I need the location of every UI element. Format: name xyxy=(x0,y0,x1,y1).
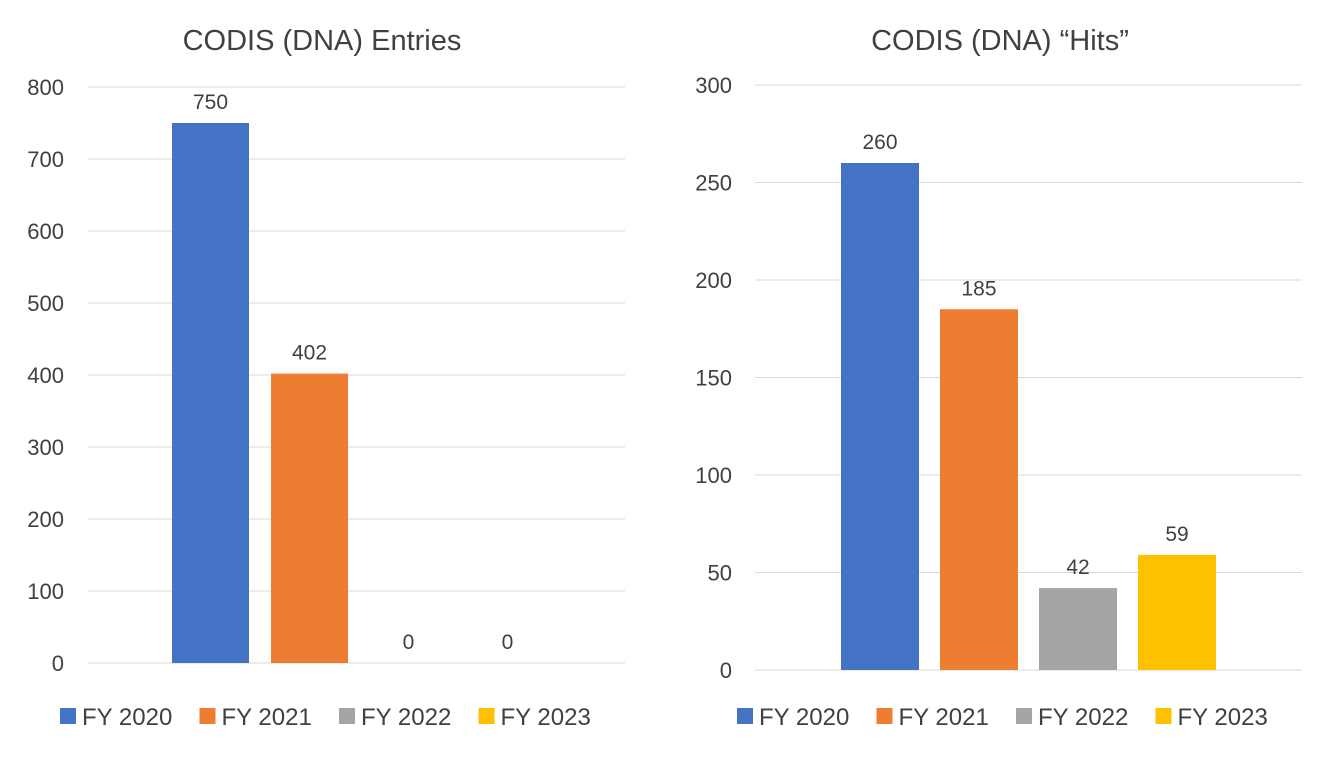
y-tick-label: 100 xyxy=(695,463,732,488)
legend-swatch xyxy=(1155,708,1172,724)
legend-swatch xyxy=(478,708,495,724)
data-label: 59 xyxy=(1165,523,1188,546)
y-tick-label: 150 xyxy=(695,366,732,391)
y-tick-label: 800 xyxy=(27,75,64,100)
y-tick-label: 200 xyxy=(27,507,64,532)
y-tick-label: 200 xyxy=(695,268,732,293)
bar-fy-2021 xyxy=(271,373,348,663)
bar-fy-2020 xyxy=(841,163,919,670)
bar-fy-2021 xyxy=(940,309,1018,670)
y-tick-label: 700 xyxy=(27,147,64,172)
legend-swatch xyxy=(199,708,216,724)
y-tick-label: 100 xyxy=(27,579,64,604)
bar-fy-2020 xyxy=(172,123,249,663)
chart-codis-entries: CODIS (DNA) Entries 0 100 200 300 400 500 600 70… xyxy=(27,25,625,731)
data-label: 0 xyxy=(502,631,514,654)
bar-fy-2023 xyxy=(1138,554,1216,670)
legend-label: FY 2020 xyxy=(82,704,172,731)
chart-title: CODIS (DNA) “Hits” xyxy=(871,25,1129,57)
bar-fy-2022 xyxy=(1039,588,1117,670)
data-label: 0 xyxy=(403,631,415,654)
data-label: 750 xyxy=(193,91,228,114)
chart-codis-hits: CODIS (DNA) “Hits” 0 50 100 150 200 250 300 260 1… xyxy=(695,25,1302,731)
data-label: 185 xyxy=(961,277,996,300)
legend-label: FY 2020 xyxy=(759,704,849,731)
legend-label: FY 2021 xyxy=(899,704,989,731)
y-tick-label: 0 xyxy=(720,658,732,683)
legend-label: FY 2023 xyxy=(501,704,591,731)
y-tick-label: 0 xyxy=(52,651,64,676)
data-label: 402 xyxy=(292,342,327,365)
legend-swatch xyxy=(1016,708,1032,724)
legend-label: FY 2023 xyxy=(1178,704,1268,731)
legend-label: FY 2022 xyxy=(1038,704,1128,731)
y-tick-label: 600 xyxy=(27,219,64,244)
legend-swatch xyxy=(876,708,893,724)
y-tick-label: 250 xyxy=(695,171,732,196)
y-tick-label: 50 xyxy=(708,561,732,586)
legend-swatch xyxy=(737,708,753,724)
y-tick-label: 300 xyxy=(695,73,732,98)
legend-label: FY 2021 xyxy=(222,704,312,731)
y-tick-label: 300 xyxy=(27,435,64,460)
legend-swatch xyxy=(339,708,355,724)
legend-swatch xyxy=(60,708,76,724)
data-label: 42 xyxy=(1066,556,1089,579)
data-label: 260 xyxy=(862,131,897,154)
y-tick-label: 500 xyxy=(27,291,64,316)
chart-title: CODIS (DNA) Entries xyxy=(183,25,462,57)
legend-label: FY 2022 xyxy=(361,704,451,731)
y-tick-label: 400 xyxy=(27,363,64,388)
